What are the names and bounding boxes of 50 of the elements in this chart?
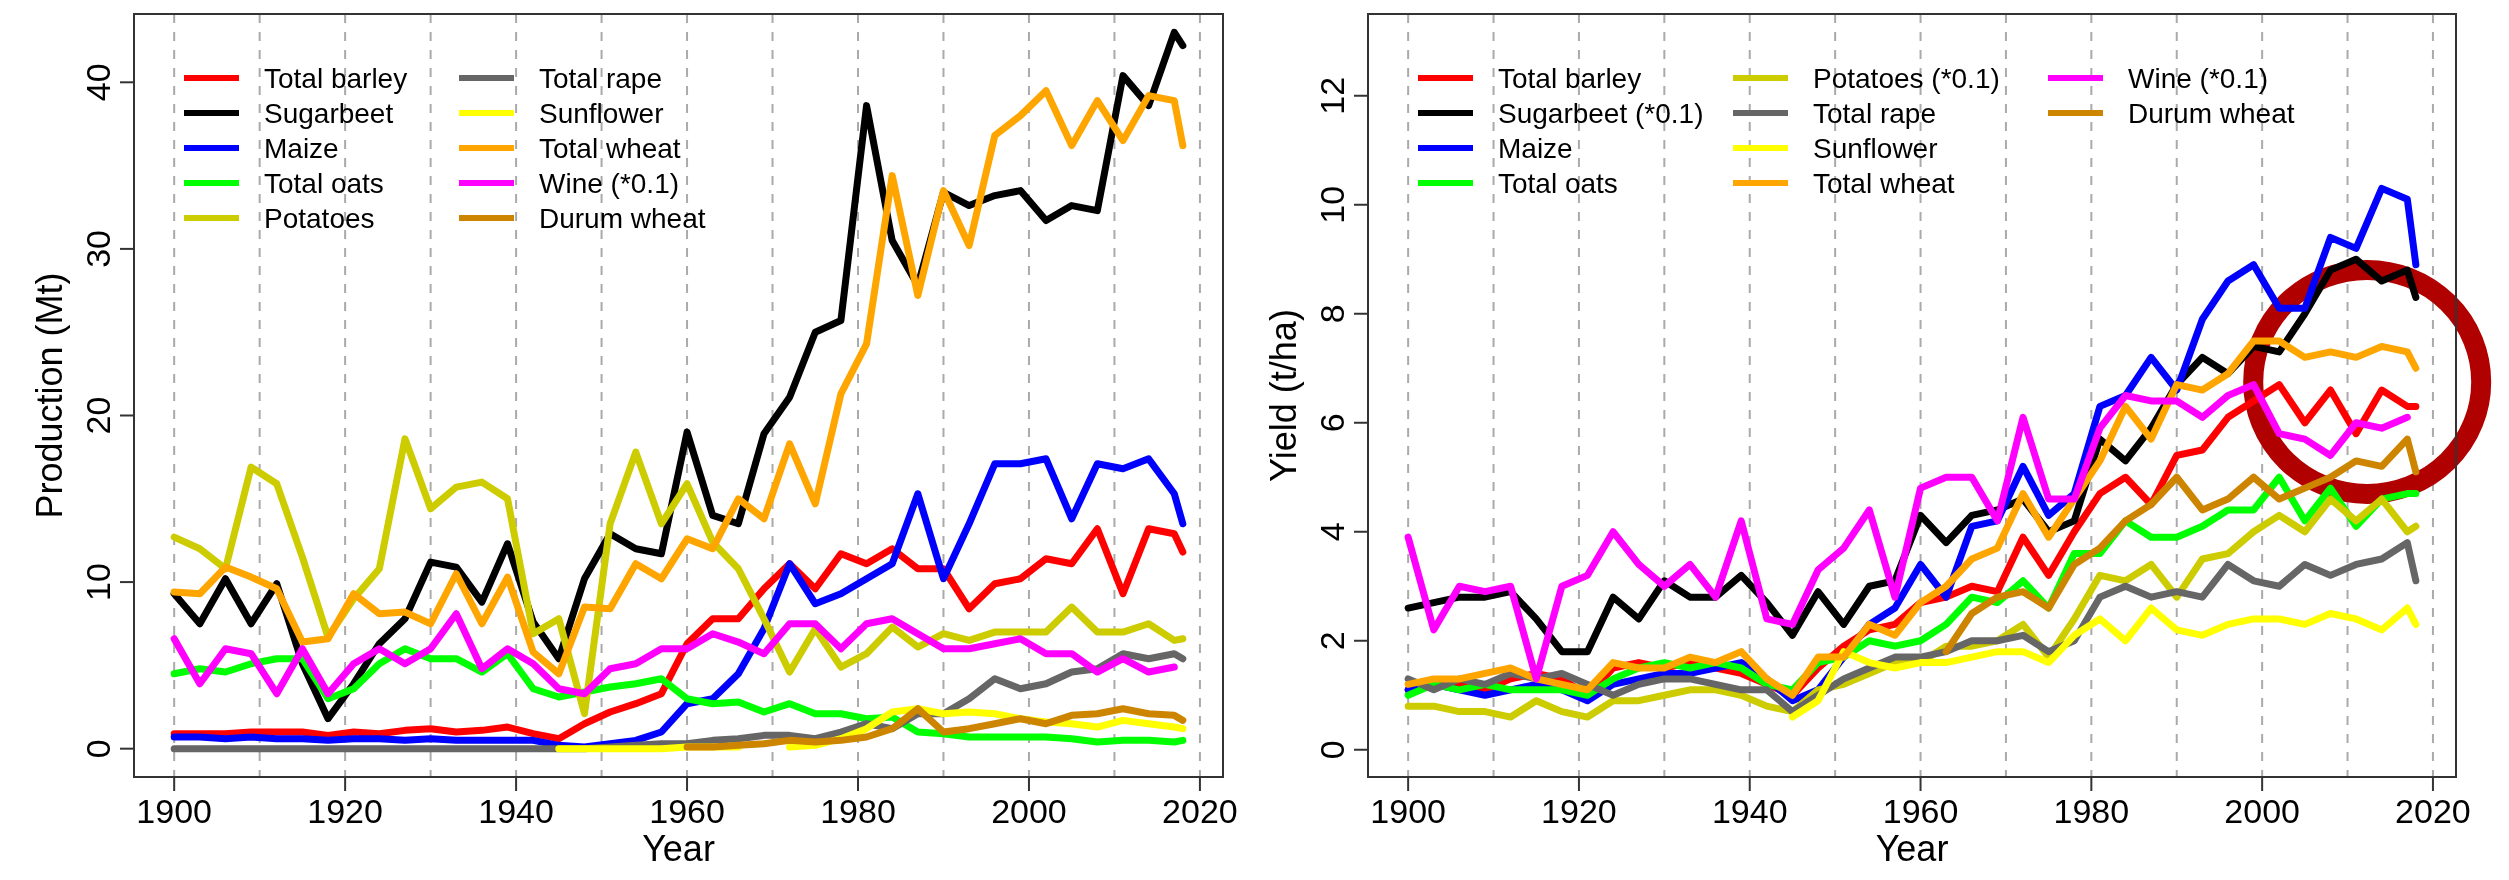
legend-label: Sunflower [539,98,664,129]
legend-label: Potatoes [264,203,375,234]
legend-label: Total barley [1498,63,1642,94]
x-axis-title: Year [642,828,715,869]
legend-label: Durum wheat [539,203,706,234]
y-tick-label: 10 [1313,185,1351,224]
y-tick-label: 12 [1313,76,1351,115]
legend-label: Wine (*0.1) [2128,63,2269,94]
legend-label: Sugarbeet (*0.1) [1498,98,1704,129]
x-tick-label: 2000 [2224,792,2300,830]
y-tick-label: 4 [1313,522,1351,542]
x-tick-label: 2000 [991,792,1067,830]
y-axis-title: Yield (t/ha) [1263,309,1304,482]
legend-label: Total wheat [539,133,681,164]
y-tick-label: 0 [1313,740,1351,760]
x-tick-label: 1960 [1882,792,1959,830]
y-tick-label: 10 [79,563,117,601]
legend-label: Maize [1498,133,1573,164]
x-tick-label: 2020 [2395,792,2471,830]
y-tick-label: 8 [1313,304,1351,324]
x-axis-title: Year [1875,828,1949,869]
legend-label: Wine (*0.1) [539,168,680,199]
y-tick-label: 30 [79,229,117,268]
legend-label: Total barley [264,63,408,94]
legend-label: Total oats [264,168,384,199]
x-tick-label: 1940 [478,792,554,830]
x-tick-label: 1960 [649,792,725,830]
y-tick-label: 6 [1313,413,1351,433]
legend-label: Sugarbeet [264,98,394,129]
y-tick-label: 0 [79,739,117,759]
legend-label: Maize [264,133,339,164]
x-tick-label: 1900 [136,792,212,830]
x-tick-label: 1980 [2053,792,2130,830]
x-tick-label: 1940 [1711,792,1788,830]
legend-label: Sunflower [1813,133,1938,164]
legend-label: Potatoes (*0.1) [1813,63,2000,94]
legend-label: Total rape [1813,98,1936,129]
x-tick-label: 2020 [1162,792,1238,830]
y-tick-label: 2 [1313,631,1351,651]
x-tick-label: 1920 [1541,792,1617,830]
x-tick-label: 1900 [1370,792,1446,830]
y-tick-label: 20 [79,396,117,435]
legend-label: Total rape [539,63,662,94]
legend-label: Total oats [1498,168,1618,199]
x-tick-label: 1980 [820,792,896,830]
legend-label: Total wheat [1813,168,1955,199]
y-tick-label: 40 [79,63,117,102]
legend-label: Durum wheat [2128,98,2295,129]
x-tick-label: 1920 [307,792,383,830]
y-axis-title: Production (Mt) [29,272,70,519]
